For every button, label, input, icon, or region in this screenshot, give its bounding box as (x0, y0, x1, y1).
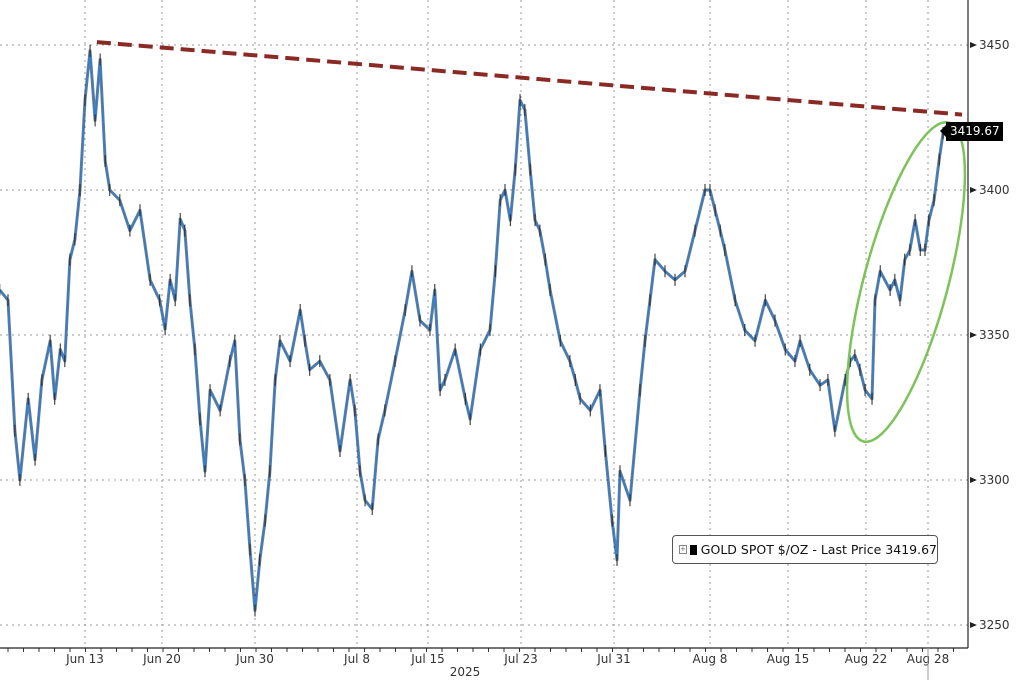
series-layer (0, 44, 945, 617)
y-tick-arrow (970, 332, 977, 338)
x-tick-label: Aug 22 (845, 652, 888, 666)
y-tick-arrow (970, 187, 977, 193)
x-tick-label: Aug 15 (767, 652, 810, 666)
y-tick-label: 3250 (979, 618, 1010, 632)
price-candles-shadow (0, 49, 945, 612)
y-tick-label: 3450 (979, 38, 1010, 52)
y-tick-arrow (970, 622, 977, 628)
trendline-layer (96, 40, 963, 117)
x-tick-label: Jun 20 (142, 652, 181, 666)
x-tick-label: Jul 23 (503, 652, 538, 666)
expand-icon[interactable]: + (679, 545, 687, 554)
price-line (0, 50, 944, 612)
resistance-trendline (96, 40, 963, 117)
x-tick-label: Jun 30 (235, 652, 274, 666)
x-tick-label: Jul 31 (596, 652, 631, 666)
legend-label: GOLD SPOT $/OZ - Last Price 3419.67 (700, 542, 937, 557)
x-tick-label: Jul 8 (343, 652, 370, 666)
x-tick-label: Jun 13 (65, 652, 104, 666)
y-tick-arrow (970, 477, 977, 483)
y-tick-label: 3300 (979, 473, 1010, 487)
y-tick-label: 3350 (979, 328, 1010, 342)
legend-swatch (689, 544, 697, 555)
x-tick-label: Aug 8 (693, 652, 728, 666)
y-tick-label: 3400 (979, 183, 1010, 197)
x-axis-year-label: 2025 (450, 665, 481, 679)
legend[interactable]: + GOLD SPOT $/OZ - Last Price 3419.67 (672, 535, 938, 564)
last-price-label: 3419.67 (940, 122, 1003, 141)
x-tick-label: Jul 15 (410, 652, 445, 666)
y-tick-arrow (970, 42, 977, 48)
highlight-ellipse (845, 121, 967, 443)
